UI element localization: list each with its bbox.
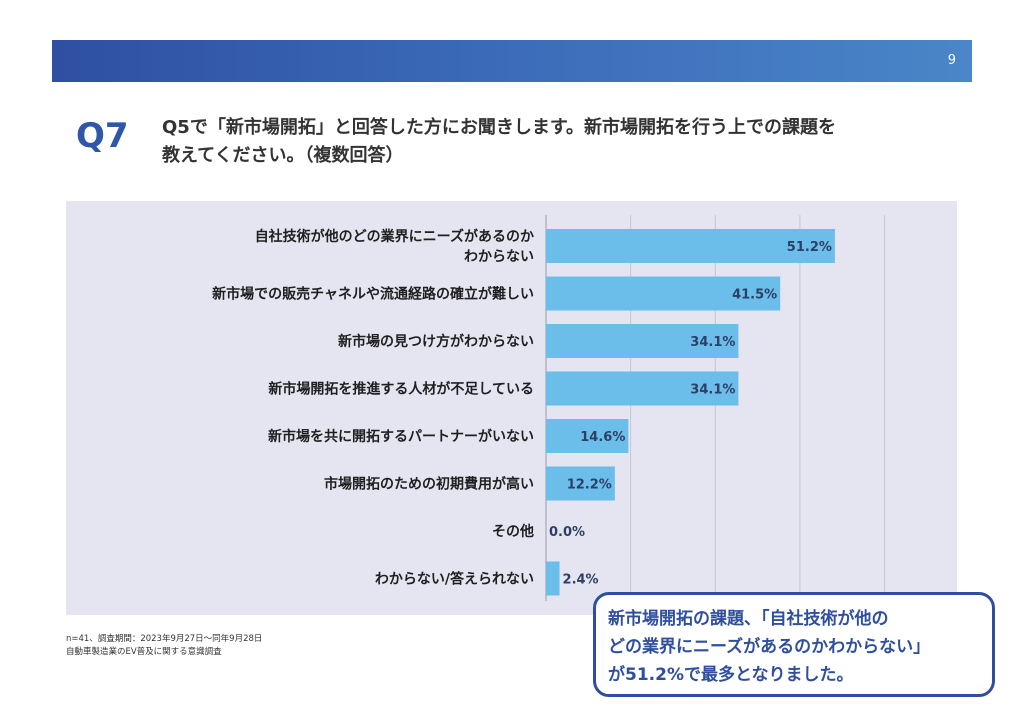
bar-3 (546, 371, 739, 406)
bar-2 (546, 324, 739, 358)
value-label-4: 14.6% (580, 430, 625, 445)
value-label-0: 51.2% (787, 240, 832, 255)
bar-5 (546, 466, 615, 501)
summary-callout: 新市場開拓の課題、「自社技術が他の どの業界にニーズがあるのかわからない」 が5… (593, 592, 995, 697)
category-label-7: わからない/答えられない (375, 571, 534, 588)
value-label-2: 34.1% (690, 335, 735, 350)
footnote-sample: n=41、調査期間：2023年9月27日～同年9月28日 (66, 634, 263, 644)
category-label-4: 新市場を共に開拓するパートナーがいない (268, 428, 534, 445)
question-line-2: 教えてください。（複数回答） (162, 145, 404, 166)
question-line-1: Q5で「新市場開拓」と回答した方にお聞きします。新市場開拓を行う上での課題を (162, 117, 837, 138)
category-label-2: 新市場の見つけ方がわからない (338, 333, 534, 350)
category-label-3: 新市場開拓を推進する人材が不足している (268, 381, 534, 398)
category-label-5: 市場開拓のための初期費用が高い (324, 476, 534, 493)
category-label-0-line-1: わからない (464, 249, 534, 265)
value-label-7: 2.4% (563, 573, 599, 588)
callout-line-1: 新市場開拓の課題、「自社技術が他の (608, 609, 889, 629)
category-label-1: 新市場での販売チャネルや流通経路の確立が難しい (212, 286, 534, 303)
bar-4 (546, 419, 629, 453)
question-text: Q5で「新市場開拓」と回答した方にお聞きします。新市場開拓を行う上での課題を 教… (162, 114, 952, 170)
bar-0 (546, 229, 835, 263)
category-label-6: その他 (492, 523, 534, 540)
footnote: n=41、調査期間：2023年9月27日～同年9月28日 自動車製造業のEV普及… (66, 633, 262, 659)
callout-line-2: どの業界にニーズがあるのかわからない」 (608, 637, 931, 657)
footnote-survey-title: 自動車製造業のEV普及に関する意識調査 (66, 647, 222, 657)
page-number: 9 (947, 53, 956, 68)
value-label-5: 12.2% (567, 478, 612, 493)
value-label-3: 34.1% (690, 383, 735, 398)
category-label-0-line-0: 自社技術が他のどの業界にニーズがあるのか (255, 228, 534, 245)
header-bar: 9 (52, 40, 972, 82)
question-label: Q7 (76, 116, 129, 156)
bar-1 (546, 276, 781, 311)
value-label-1: 41.5% (732, 288, 777, 303)
callout-line-3: が51.2%で最多となりました。 (608, 665, 854, 685)
bar-7 (546, 561, 560, 596)
value-label-6: 0.0% (549, 525, 585, 540)
chart-panel: 51.2% 自社技術が他のどの業界にニーズがあるのかわからない 41.5% 新市場での… (66, 201, 957, 615)
